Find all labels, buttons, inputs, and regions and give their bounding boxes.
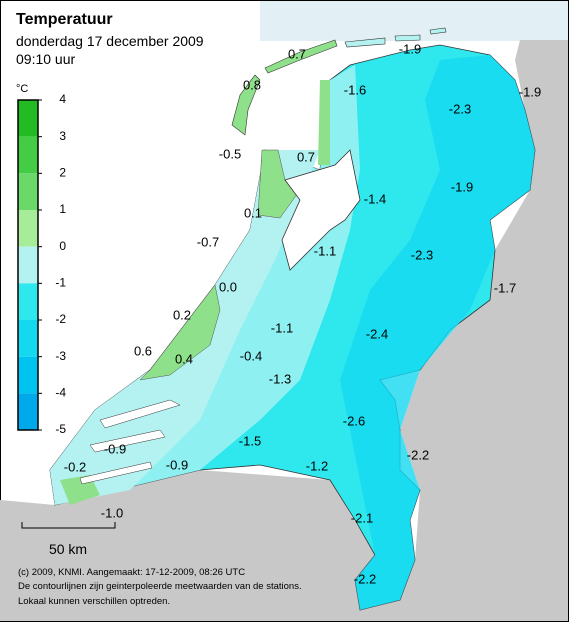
station-value: 0.0 [219,279,237,294]
station-value: 0.4 [175,351,193,366]
legend-tick-label: 0 [59,239,66,253]
station-value: -0.4 [240,348,262,363]
island [264,39,338,74]
date: donderdag 17 december 2009 [16,33,204,49]
station-value: -0.5 [219,146,241,161]
station-value: -2.3 [449,101,471,116]
legend-frame [17,99,39,431]
station-value: -1.9 [451,179,473,194]
legend-tick-label: 2 [59,166,66,180]
legend-tick-label: 3 [59,129,66,143]
legend-tick-label: -2 [55,312,66,326]
station-value: -2.4 [366,326,388,341]
zone-green [318,80,330,165]
footer-line: Lokaal kunnen verschillen optreden. [18,596,170,607]
station-value: -0.9 [104,441,126,456]
scale-bar [21,522,116,529]
station-value: -0.7 [197,234,219,249]
zone-green [60,475,100,505]
neighbour-land [0,40,568,621]
lake [281,149,361,271]
station-value: -1.9 [519,84,541,99]
legend-band [18,393,38,430]
station-value: -1.4 [364,191,386,206]
station-value: -1.7 [494,280,516,295]
legend-tick-label: -4 [55,386,66,400]
zone-green [139,284,221,381]
station-value: -1.6 [344,82,366,97]
island [344,27,447,48]
estuary [79,399,181,485]
legend-band [18,100,38,137]
footer-line: (c) 2009, KNMI. Aangemaakt: 17-12-2009, … [18,567,245,578]
station-value: 0.1 [244,205,262,220]
legend-tick-label: -3 [55,349,66,363]
zone-cold [340,55,535,610]
legend-band [18,246,38,284]
stations: 0.7 -1.9 0.8 -1.6 -2.3 -1.9 -0.5 0.7 -1.… [64,41,541,586]
legend: 4 3 2 1 0 -1 -2 -3 -4 -5 [17,92,66,436]
station-value: -2.2 [354,571,376,586]
station-value: 0.7 [297,149,315,164]
station-value: -1.0 [101,505,123,520]
legend-band [18,320,38,357]
station-value: 0.7 [288,46,306,61]
legend-tick-label: -1 [55,276,66,290]
island [231,74,261,136]
station-value: 0.8 [243,77,261,92]
station-value: -1.2 [306,458,328,473]
station-value: -1.1 [314,243,336,258]
legend-band [18,283,38,320]
station-value: -2.3 [411,247,433,262]
legend-unit: °C [16,83,28,95]
station-value: 0.6 [134,343,152,358]
sea [260,1,568,41]
station-value: -1.3 [269,371,291,386]
legend-band [18,356,38,394]
legend-tick-label: 4 [59,92,66,106]
station-value: -2.2 [407,447,429,462]
footer-line: De contourlijnen zijn geinterpoleerde me… [18,581,302,592]
legend-band [18,136,38,174]
station-value: 0.2 [173,307,191,322]
station-value: -0.9 [166,457,188,472]
legend-band [18,210,38,247]
scale-label: 50 km [49,541,87,557]
time: 09:10 uur [16,51,75,67]
station-value: -2.6 [343,413,365,428]
station-value: -1.1 [271,320,293,335]
station-value: -1.9 [399,41,421,56]
title: Temperatuur [16,11,113,28]
legend-tick-label: 1 [59,202,66,216]
station-value: -0.2 [64,459,86,474]
legend-band [18,173,38,210]
legend-tick-label: -5 [55,422,66,436]
station-value: -2.1 [351,510,373,525]
station-value: -1.5 [239,433,261,448]
